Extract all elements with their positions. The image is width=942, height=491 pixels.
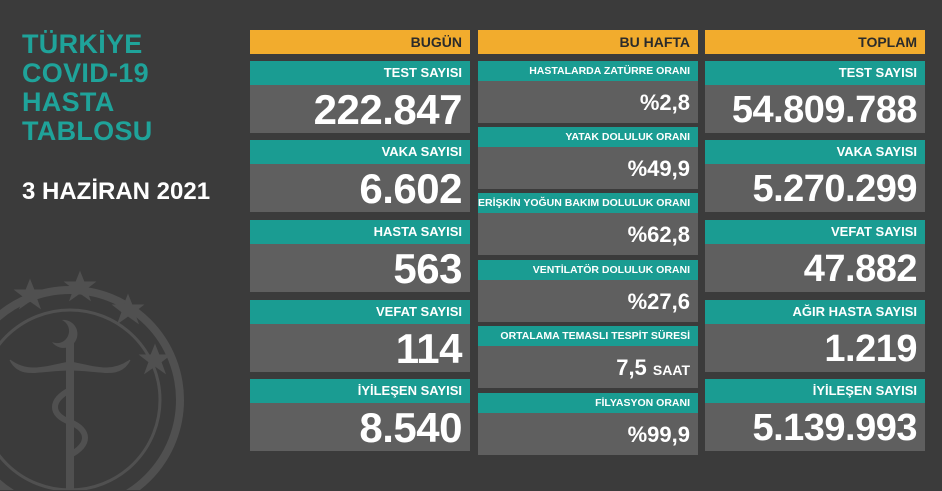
card-value: 222.847 [250,85,470,133]
card-label: HASTA SAYISI [250,220,470,244]
ministry-emblem-icon [0,270,184,490]
dashboard-title: TÜRKİYE COVID-19 HASTA TABLOSU [22,30,153,146]
total-header: TOPLAM [705,30,925,54]
card-value: %27,6 [478,280,698,322]
total-column: TOPLAM TEST SAYISI 54.809.788 VAKA SAYIS… [705,30,925,451]
today-test-card: TEST SAYISI 222.847 [250,61,470,133]
card-value: 563 [250,244,470,292]
today-death-card: VEFAT SAYISI 114 [250,300,470,372]
card-value: 54.809.788 [705,85,925,133]
week-pneumonia-card: HASTALARDA ZATÜRRE ORANI %2,8 [478,61,698,123]
title-line: TÜRKİYE [22,29,143,59]
card-value: 47.882 [705,244,925,292]
title-line: COVID-19 [22,58,149,88]
title-line: HASTA [22,87,115,117]
card-label: VENTİLATÖR DOLULUK ORANI [478,260,698,280]
card-label: AĞIR HASTA SAYISI [705,300,925,324]
card-value: 7,5 SAAT [478,346,698,388]
card-value: 5.270.299 [705,164,925,212]
card-value: 6.602 [250,164,470,212]
card-value: %99,9 [478,413,698,455]
title-line: TABLOSU [22,116,153,146]
card-label: TEST SAYISI [250,61,470,85]
card-label: YATAK DOLULUK ORANI [478,127,698,147]
card-label: İYİLEŞEN SAYISI [250,379,470,403]
card-value: 114 [250,324,470,372]
value-number: 7,5 [616,355,647,380]
card-value: 1.219 [705,324,925,372]
total-death-card: VEFAT SAYISI 47.882 [705,220,925,292]
today-header: BUGÜN [250,30,470,54]
week-icu-card: ERİŞKİN YOĞUN BAKIM DOLULUK ORANI %62,8 [478,193,698,255]
value-unit: SAAT [652,362,690,378]
card-value: %2,8 [478,81,698,123]
card-label: TEST SAYISI [705,61,925,85]
card-label: VEFAT SAYISI [705,220,925,244]
today-recovered-card: İYİLEŞEN SAYISI 8.540 [250,379,470,451]
card-value: %62,8 [478,213,698,255]
today-patient-card: HASTA SAYISI 563 [250,220,470,292]
card-label: İYİLEŞEN SAYISI [705,379,925,403]
card-label: FİLYASYON ORANI [478,393,698,413]
card-value: 5.139.993 [705,403,925,451]
card-value: %49,9 [478,147,698,189]
total-recovered-card: İYİLEŞEN SAYISI 5.139.993 [705,379,925,451]
card-label: HASTALARDA ZATÜRRE ORANI [478,61,698,81]
week-filiation-card: FİLYASYON ORANI %99,9 [478,393,698,455]
week-header: BU HAFTA [478,30,698,54]
week-bed-card: YATAK DOLULUK ORANI %49,9 [478,127,698,189]
card-label: ORTALAMA TEMASLI TESPİT SÜRESİ [478,326,698,346]
today-column: BUGÜN TEST SAYISI 222.847 VAKA SAYISI 6.… [250,30,470,451]
card-label: VEFAT SAYISI [250,300,470,324]
total-test-card: TEST SAYISI 54.809.788 [705,61,925,133]
total-case-card: VAKA SAYISI 5.270.299 [705,140,925,212]
week-ventilator-card: VENTİLATÖR DOLULUK ORANI %27,6 [478,260,698,322]
report-date: 3 HAZİRAN 2021 [22,178,211,205]
card-value: 8.540 [250,403,470,451]
week-contact-card: ORTALAMA TEMASLI TESPİT SÜRESİ 7,5 SAAT [478,326,698,388]
today-case-card: VAKA SAYISI 6.602 [250,140,470,212]
card-label: ERİŞKİN YOĞUN BAKIM DOLULUK ORANI [478,193,698,213]
card-label: VAKA SAYISI [705,140,925,164]
total-critical-card: AĞIR HASTA SAYISI 1.219 [705,300,925,372]
week-column: BU HAFTA HASTALARDA ZATÜRRE ORANI %2,8 Y… [478,30,698,455]
card-label: VAKA SAYISI [250,140,470,164]
